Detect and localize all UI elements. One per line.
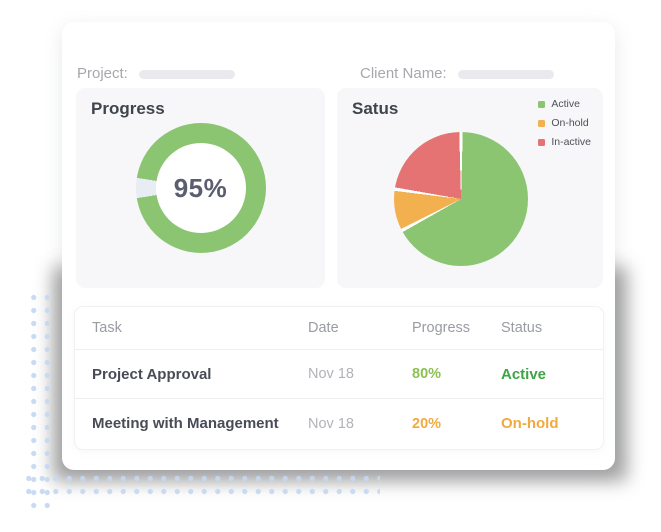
status-panel: Satus Active On-hold In-active bbox=[337, 88, 603, 288]
inactive-swatch-icon bbox=[538, 139, 546, 146]
legend-item-active[interactable]: Active bbox=[538, 98, 591, 111]
meta-row: Project: Client Name: bbox=[77, 66, 600, 82]
legend-label-inactive: In-active bbox=[551, 136, 591, 148]
status-pie-chart[interactable] bbox=[394, 132, 528, 266]
table-row[interactable]: Meeting with Management Nov 18 20% On-ho… bbox=[75, 399, 603, 448]
task-progress: 80% bbox=[412, 366, 442, 382]
dashboard-card: Project: Client Name: Progress 95% Satus bbox=[62, 22, 615, 470]
column-header-progress: Progress bbox=[412, 320, 471, 336]
column-header-status: Status bbox=[501, 320, 543, 336]
column-header-task: Task bbox=[92, 320, 122, 336]
project-field-group: Project: bbox=[77, 66, 235, 82]
progress-percent-value: 95% bbox=[173, 172, 228, 203]
legend-label-active: Active bbox=[551, 98, 580, 110]
status-legend: Active On-hold In-active bbox=[538, 98, 591, 149]
progress-panel: Progress 95% bbox=[76, 88, 325, 288]
legend-label-onhold: On-hold bbox=[551, 117, 589, 129]
active-swatch-icon bbox=[538, 101, 546, 108]
donut-hole: 95% bbox=[155, 143, 246, 233]
task-status-badge: On-hold bbox=[501, 415, 559, 432]
project-value-placeholder bbox=[138, 69, 235, 79]
legend-item-onhold[interactable]: On-hold bbox=[538, 117, 591, 130]
client-name-label: Client Name: bbox=[360, 65, 447, 82]
task-name: Meeting with Management bbox=[92, 415, 279, 432]
decor-dots-bottom bbox=[22, 472, 380, 499]
task-status-badge: Active bbox=[501, 365, 547, 383]
project-label: Project: bbox=[77, 65, 128, 82]
task-progress: 20% bbox=[412, 415, 442, 432]
table-header-row: Task Date Progress Status bbox=[75, 307, 603, 350]
task-table: Task Date Progress Status Project Approv… bbox=[74, 306, 604, 450]
task-date: Nov 18 bbox=[308, 366, 354, 382]
legend-item-inactive[interactable]: In-active bbox=[538, 136, 591, 149]
chart-row: Progress 95% Satus Active On-hold bbox=[76, 88, 603, 288]
status-panel-title: Satus bbox=[352, 99, 399, 118]
column-header-date: Date bbox=[308, 320, 339, 336]
progress-panel-title: Progress bbox=[91, 99, 165, 118]
task-name: Project Approval bbox=[92, 365, 212, 383]
task-date: Nov 18 bbox=[308, 415, 354, 432]
progress-donut-chart[interactable]: 95% bbox=[135, 123, 266, 253]
client-field-group: Client Name: bbox=[360, 66, 554, 82]
table-row[interactable]: Project Approval Nov 18 80% Active bbox=[75, 350, 603, 399]
client-value-placeholder bbox=[457, 69, 554, 79]
onhold-swatch-icon bbox=[538, 120, 546, 127]
